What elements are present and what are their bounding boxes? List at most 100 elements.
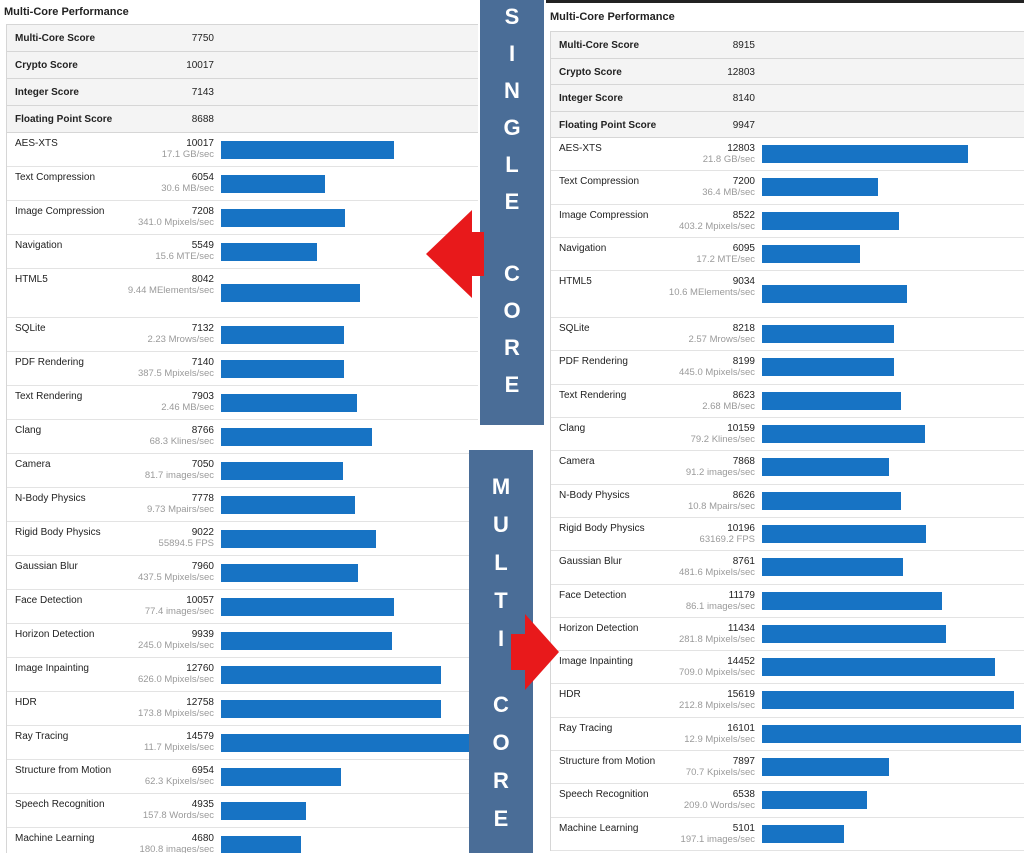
- benchmark-bar: [762, 591, 942, 610]
- left-summary-table: Multi-Core Score 7750 Crypto Score 10017 Int…: [6, 24, 478, 133]
- benchmark-name: Navigation: [15, 240, 63, 251]
- benchmark-row: PDF Rendering 8199 445.0 Mpixels/sec: [551, 351, 1024, 385]
- benchmark-row: Camera 7868 91.2 images/sec: [551, 451, 1024, 485]
- benchmark-name: SQLite: [15, 323, 46, 334]
- right-summary-table: Multi-Core Score 8915 Crypto Score 12803 Int…: [550, 31, 1024, 138]
- benchmark-score: 8042: [191, 274, 214, 285]
- benchmark-bar: [762, 724, 1021, 743]
- benchmark-bar: [762, 791, 867, 810]
- benchmark-score: 8218: [732, 323, 755, 335]
- benchmark-score: 11434: [727, 622, 755, 634]
- top-edge-line: [546, 0, 1024, 3]
- benchmark-name: Text Compression: [559, 176, 640, 188]
- benchmark-bar: [762, 325, 894, 344]
- benchmark-detail: 55894.5 FPS: [158, 538, 214, 549]
- benchmark-detail: 2.46 MB/sec: [161, 402, 214, 413]
- summary-row: Multi-Core Score 8915: [551, 32, 1024, 59]
- benchmark-name: Text Rendering: [559, 389, 627, 401]
- benchmark-bar: [762, 524, 926, 543]
- right-panel-title: Multi-Core Performance: [550, 11, 675, 23]
- benchmark-score: 7208: [191, 206, 214, 217]
- benchmark-detail: 2.68 MB/sec: [702, 400, 755, 412]
- summary-label: Multi-Core Score: [15, 33, 96, 44]
- benchmark-row: SQLite 7132 2.23 Mrows/sec: [7, 318, 478, 352]
- benchmark-score: 7868: [732, 456, 755, 468]
- summary-value: 8688: [191, 114, 214, 125]
- benchmark-score: 6095: [732, 242, 755, 254]
- benchmark-detail: 626.0 Mpixels/sec: [137, 674, 214, 685]
- benchmark-detail: 15.6 MTE/sec: [155, 251, 214, 262]
- benchmark-name: N-Body Physics: [559, 489, 630, 501]
- benchmark-detail: 79.2 Klines/sec: [690, 434, 755, 446]
- benchmark-detail: 197.1 images/sec: [680, 833, 755, 845]
- banner-letter: L: [505, 152, 519, 177]
- benchmark-name: Rigid Body Physics: [559, 522, 645, 534]
- benchmark-score: 10017: [186, 138, 214, 149]
- benchmark-row: Text Compression 6054 30.6 MB/sec: [7, 167, 478, 201]
- benchmark-row: Face Detection 10057 77.4 images/sec: [7, 590, 478, 624]
- benchmark-bar: [762, 425, 925, 444]
- benchmark-score: 10159: [727, 423, 755, 435]
- benchmark-detail: 341.0 Mpixels/sec: [137, 217, 214, 228]
- banner-letter: O: [503, 298, 521, 323]
- benchmark-name: N-Body Physics: [15, 493, 86, 504]
- benchmark-score: 4680: [191, 833, 214, 844]
- banner-letter: T: [494, 588, 508, 613]
- benchmark-detail: 77.4 images/sec: [144, 606, 214, 617]
- benchmark-name: Speech Recognition: [15, 799, 105, 810]
- benchmark-score: 8626: [732, 489, 755, 501]
- benchmark-detail: 481.6 Mpixels/sec: [678, 567, 755, 579]
- benchmark-name: SQLite: [559, 323, 590, 335]
- banner-letter: N: [504, 78, 520, 103]
- benchmark-name: Image Inpainting: [15, 663, 89, 674]
- benchmark-detail: 445.0 Mpixels/sec: [678, 367, 755, 379]
- benchmark-name: Face Detection: [15, 595, 83, 606]
- benchmark-name: HDR: [559, 689, 581, 701]
- summary-value: 8915: [732, 40, 755, 51]
- benchmark-bar: [221, 700, 441, 718]
- banner-letter: R: [493, 768, 509, 793]
- benchmark-row: Machine Learning 5101 197.1 images/sec: [551, 817, 1024, 851]
- benchmark-bar: [221, 428, 372, 446]
- banner-letter: R: [504, 335, 520, 360]
- benchmark-bar: [221, 326, 344, 344]
- benchmark-detail: 81.7 images/sec: [144, 470, 214, 481]
- banner-letter: C: [493, 692, 509, 717]
- benchmark-detail: 12.9 Mpixels/sec: [684, 733, 755, 745]
- benchmark-detail: 17.1 GB/sec: [161, 149, 214, 160]
- left-arrow-icon: [426, 210, 472, 298]
- benchmark-score: 14579: [186, 731, 214, 742]
- summary-value: 7143: [191, 87, 214, 98]
- benchmark-score: 9939: [191, 629, 214, 640]
- summary-row: Integer Score 7143: [7, 79, 478, 106]
- benchmark-detail: 68.3 Klines/sec: [149, 436, 214, 447]
- benchmark-score: 9034: [732, 276, 755, 288]
- benchmark-detail: 17.2 MTE/sec: [696, 253, 755, 265]
- right-arrow-icon: [525, 614, 559, 690]
- benchmark-name: Gaussian Blur: [559, 556, 622, 568]
- benchmark-name: Camera: [15, 459, 51, 470]
- banner-letter: E: [504, 372, 520, 397]
- benchmark-score: 16101: [727, 722, 755, 734]
- benchmark-detail: 387.5 Mpixels/sec: [137, 368, 214, 379]
- benchmark-detail: 403.2 Mpixels/sec: [678, 220, 755, 232]
- benchmark-detail: 10.6 MElements/sec: [668, 287, 755, 299]
- right-arrow-stem: [511, 634, 527, 670]
- benchmark-bar: [762, 211, 899, 230]
- benchmark-row: Horizon Detection 11434 281.8 Mpixels/sec: [551, 617, 1024, 652]
- benchmark-detail: 709.0 Mpixels/sec: [678, 667, 755, 679]
- benchmark-score: 8199: [732, 356, 755, 368]
- benchmark-row: Image Compression 7208 341.0 Mpixels/sec: [7, 201, 478, 235]
- benchmark-bar: [762, 145, 968, 163]
- summary-label: Integer Score: [559, 93, 623, 104]
- benchmark-bar: [762, 824, 844, 843]
- benchmark-row: Ray Tracing 16101 12.9 Mpixels/sec: [551, 717, 1024, 752]
- benchmark-row: Rigid Body Physics 9022 55894.5 FPS: [7, 522, 478, 556]
- benchmark-bar: [762, 244, 860, 263]
- benchmark-score: 5101: [732, 822, 755, 834]
- right-performance-panel: Multi-Core Performance Multi-Core Score 8…: [546, 3, 1024, 853]
- benchmark-score: 7140: [191, 357, 214, 368]
- benchmark-name: Camera: [559, 456, 595, 468]
- benchmark-bar: [221, 632, 392, 650]
